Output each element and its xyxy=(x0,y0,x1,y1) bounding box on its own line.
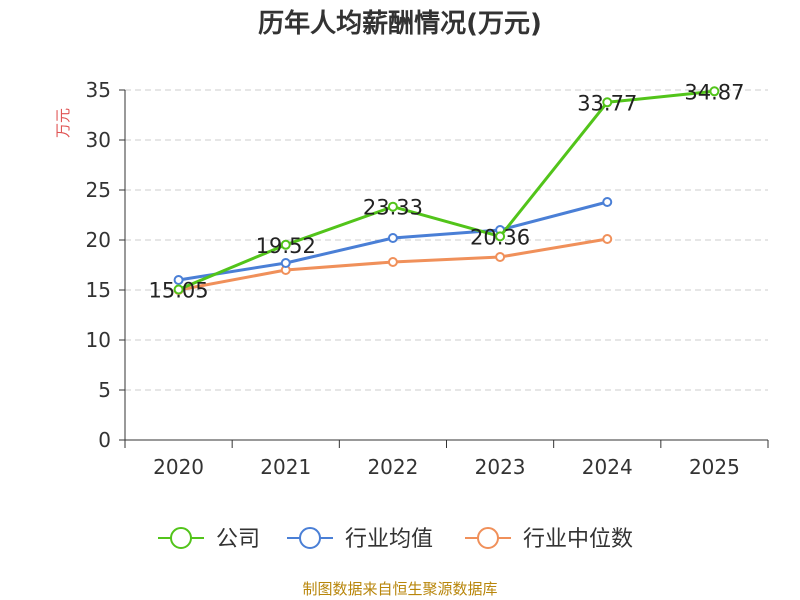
data-label: 19.52 xyxy=(256,234,316,258)
data-point xyxy=(387,257,398,267)
y-tick-label: 30 xyxy=(86,128,111,152)
legend: 公司 行业均值 行业中位数 xyxy=(158,527,633,552)
data-label: 34.87 xyxy=(684,80,744,104)
data-point xyxy=(173,275,184,285)
data-point xyxy=(173,284,184,295)
data-label: 15.05 xyxy=(149,279,209,303)
data-point xyxy=(280,258,291,268)
legend-marker xyxy=(477,527,499,549)
x-tick-label: 2021 xyxy=(260,455,311,479)
y-tick-label: 5 xyxy=(98,378,111,402)
data-point xyxy=(602,97,613,108)
x-tick-label: 2025 xyxy=(689,455,740,479)
y-axis-label: 万元 xyxy=(54,108,72,138)
x-axis: 2020 2021 2022 2023 2024 2025 xyxy=(124,439,769,479)
series-group: 15.05 19.52 23.33 20.36 33.77 34.87 xyxy=(149,80,745,302)
y-tick-label: 10 xyxy=(86,328,111,352)
series-line xyxy=(178,89,715,291)
legend-marker xyxy=(170,527,192,549)
data-point xyxy=(495,252,506,262)
y-tick-label: 0 xyxy=(98,428,111,452)
y-axis: 0 5 10 15 20 25 30 35 xyxy=(86,78,126,452)
data-point xyxy=(387,233,398,243)
grid-lines xyxy=(125,89,768,391)
data-point xyxy=(495,231,506,242)
chart-title: 历年人均薪酬情况(万元) xyxy=(258,9,542,39)
legend-label: 行业中位数 xyxy=(523,527,633,552)
legend-label: 行业均值 xyxy=(345,527,433,552)
data-point xyxy=(709,86,720,97)
x-tick-label: 2024 xyxy=(582,455,633,479)
x-tick-label: 2022 xyxy=(367,455,418,479)
data-label: 20.36 xyxy=(470,225,530,249)
y-tick-label: 15 xyxy=(86,278,111,302)
source-note: 制图数据来自恒生聚源数据库 xyxy=(302,580,498,598)
data-point xyxy=(602,197,613,207)
data-point xyxy=(280,239,291,250)
data-point xyxy=(602,234,613,244)
legend-marker xyxy=(299,527,321,549)
y-tick-label: 35 xyxy=(86,78,111,102)
y-tick-label: 20 xyxy=(86,228,111,252)
x-tick-label: 2020 xyxy=(153,455,204,479)
data-label: 33.77 xyxy=(577,91,637,115)
y-tick-label: 25 xyxy=(86,178,111,202)
data-point xyxy=(387,201,398,212)
data-label: 23.33 xyxy=(363,196,423,220)
x-tick-label: 2023 xyxy=(475,455,526,479)
legend-label: 公司 xyxy=(216,527,260,552)
